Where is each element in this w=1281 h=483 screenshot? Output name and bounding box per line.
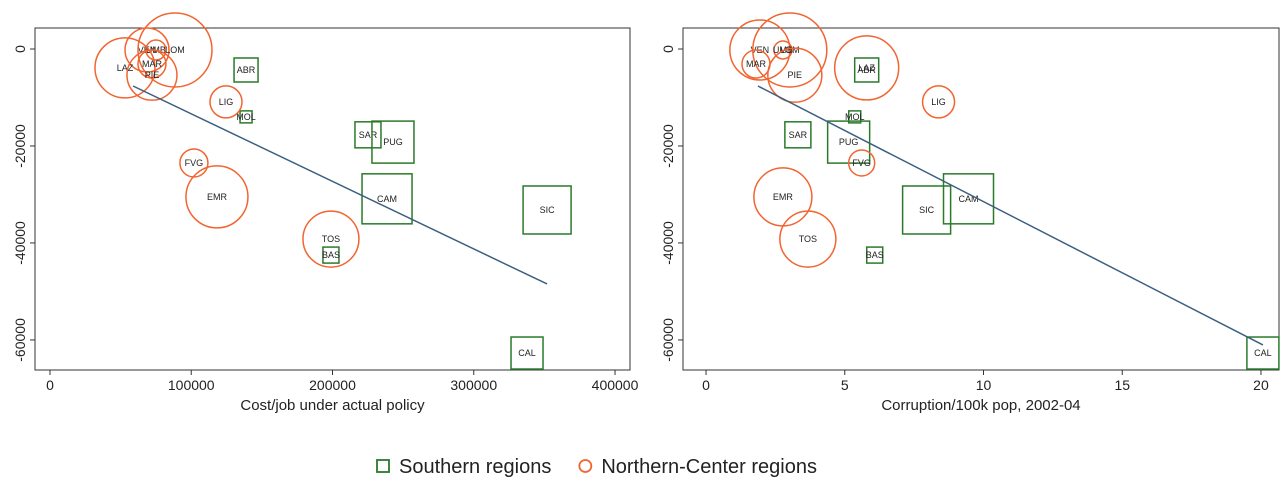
plot-frame <box>34 27 631 371</box>
circle-marker <box>124 27 170 73</box>
x-tick-label: 100000 <box>168 377 215 393</box>
square-marker <box>853 57 880 83</box>
y-tick-label: 0 <box>660 45 676 53</box>
circle-marker <box>767 47 823 103</box>
point-label: TOS <box>799 234 817 244</box>
point-label: LOM <box>780 45 800 55</box>
x-tick-label: 20 <box>1253 377 1269 393</box>
circle-marker <box>847 149 876 177</box>
square-marker <box>848 110 862 124</box>
square-marker <box>522 185 572 235</box>
point-label: LIG <box>219 97 234 107</box>
point-label: ABR <box>857 65 876 75</box>
point-label: PIE <box>788 70 803 80</box>
legend-swatch <box>578 459 593 473</box>
x-tick-label: 10 <box>976 377 992 393</box>
point-label: SAR <box>789 130 808 140</box>
y-tick-label: -40000 <box>12 221 28 265</box>
legend-swatch <box>376 459 390 473</box>
square-marker <box>354 121 382 149</box>
x-tick-label: 5 <box>841 377 849 393</box>
circle-marker <box>209 85 243 119</box>
y-tick-label: -20000 <box>12 124 28 168</box>
y-tick-label: -60000 <box>660 318 676 362</box>
x-tick-label: 200000 <box>309 377 356 393</box>
point-label: LIG <box>931 97 946 107</box>
point-label: PIE <box>145 70 160 80</box>
square-marker <box>784 121 812 149</box>
y-tick-label: -40000 <box>660 221 676 265</box>
legend-label: Northern-Center regions <box>601 456 817 478</box>
circle-marker <box>729 19 791 81</box>
x-axis-label: Cost/job under actual policy <box>240 397 425 414</box>
y-tick-label: -20000 <box>660 124 676 168</box>
point-label: FVG <box>852 158 871 168</box>
circle-marker <box>94 37 156 99</box>
circle-marker <box>145 39 167 61</box>
x-tick-label: 0 <box>702 377 710 393</box>
circle-marker <box>302 210 360 268</box>
point-label: TOS <box>322 234 340 244</box>
point-label: MAR <box>142 59 163 69</box>
point-label: UMB <box>773 45 793 55</box>
point-label: BAS <box>866 250 884 260</box>
fit-line <box>757 85 1264 346</box>
plot-frame <box>682 27 1280 371</box>
fit-line <box>132 85 548 285</box>
legend: Southern regions Northern-Center regions <box>376 456 817 478</box>
point-label: PUG <box>383 137 403 147</box>
y-tick-label: 0 <box>12 45 28 53</box>
point-label: MAR <box>746 59 767 69</box>
point-label: CAM <box>377 194 397 204</box>
point-label: MOL <box>845 112 865 122</box>
square-marker <box>1246 336 1280 370</box>
point-label: BAS <box>322 250 340 260</box>
point-label: SIC <box>919 205 935 215</box>
circle-marker <box>773 40 793 60</box>
circle-marker <box>185 165 249 229</box>
point-label: CAL <box>518 348 536 358</box>
panel: 0 100000 200000 300000 400000 0 -20000 -40000 -6… <box>12 12 639 414</box>
point-label: MOL <box>236 112 256 122</box>
x-tick-label: 0 <box>46 377 54 393</box>
square-marker <box>901 185 952 235</box>
point-label: CAL <box>1254 348 1272 358</box>
square-marker <box>233 57 259 83</box>
point-label: FVG <box>185 158 204 168</box>
x-tick-label: 400000 <box>592 377 639 393</box>
square-marker <box>322 246 340 264</box>
x-tick-label: 300000 <box>450 377 497 393</box>
x-tick-label: 15 <box>1114 377 1130 393</box>
point-label: EMR <box>207 192 228 202</box>
point-label: LOM <box>165 45 185 55</box>
circle-marker <box>137 12 213 88</box>
point-label: ABR <box>237 65 256 75</box>
square-marker <box>361 173 413 225</box>
point-label: CAM <box>959 194 979 204</box>
square-marker <box>371 120 415 164</box>
square-marker <box>510 336 544 370</box>
point-label: EMR <box>773 192 794 202</box>
circle-marker <box>833 35 900 101</box>
circle-marker <box>779 210 837 268</box>
point-label: PUG <box>839 137 859 147</box>
point-label: LAZ <box>117 63 134 73</box>
legend-label: Southern regions <box>399 456 551 478</box>
point-label: LAZ <box>858 63 875 73</box>
x-axis-label: Corruption/100k pop, 2002-04 <box>881 397 1080 414</box>
y-tick-label: -60000 <box>12 318 28 362</box>
panel: 0 5 10 15 20 0 -20000 -40000 -60000 Corruption/10… <box>660 12 1280 414</box>
point-label: SIC <box>540 205 556 215</box>
square-marker <box>239 110 253 124</box>
circle-marker <box>921 85 956 119</box>
square-marker <box>865 246 884 264</box>
point-label: SAR <box>359 130 378 140</box>
square-marker <box>942 173 995 225</box>
circle-marker <box>126 49 178 101</box>
